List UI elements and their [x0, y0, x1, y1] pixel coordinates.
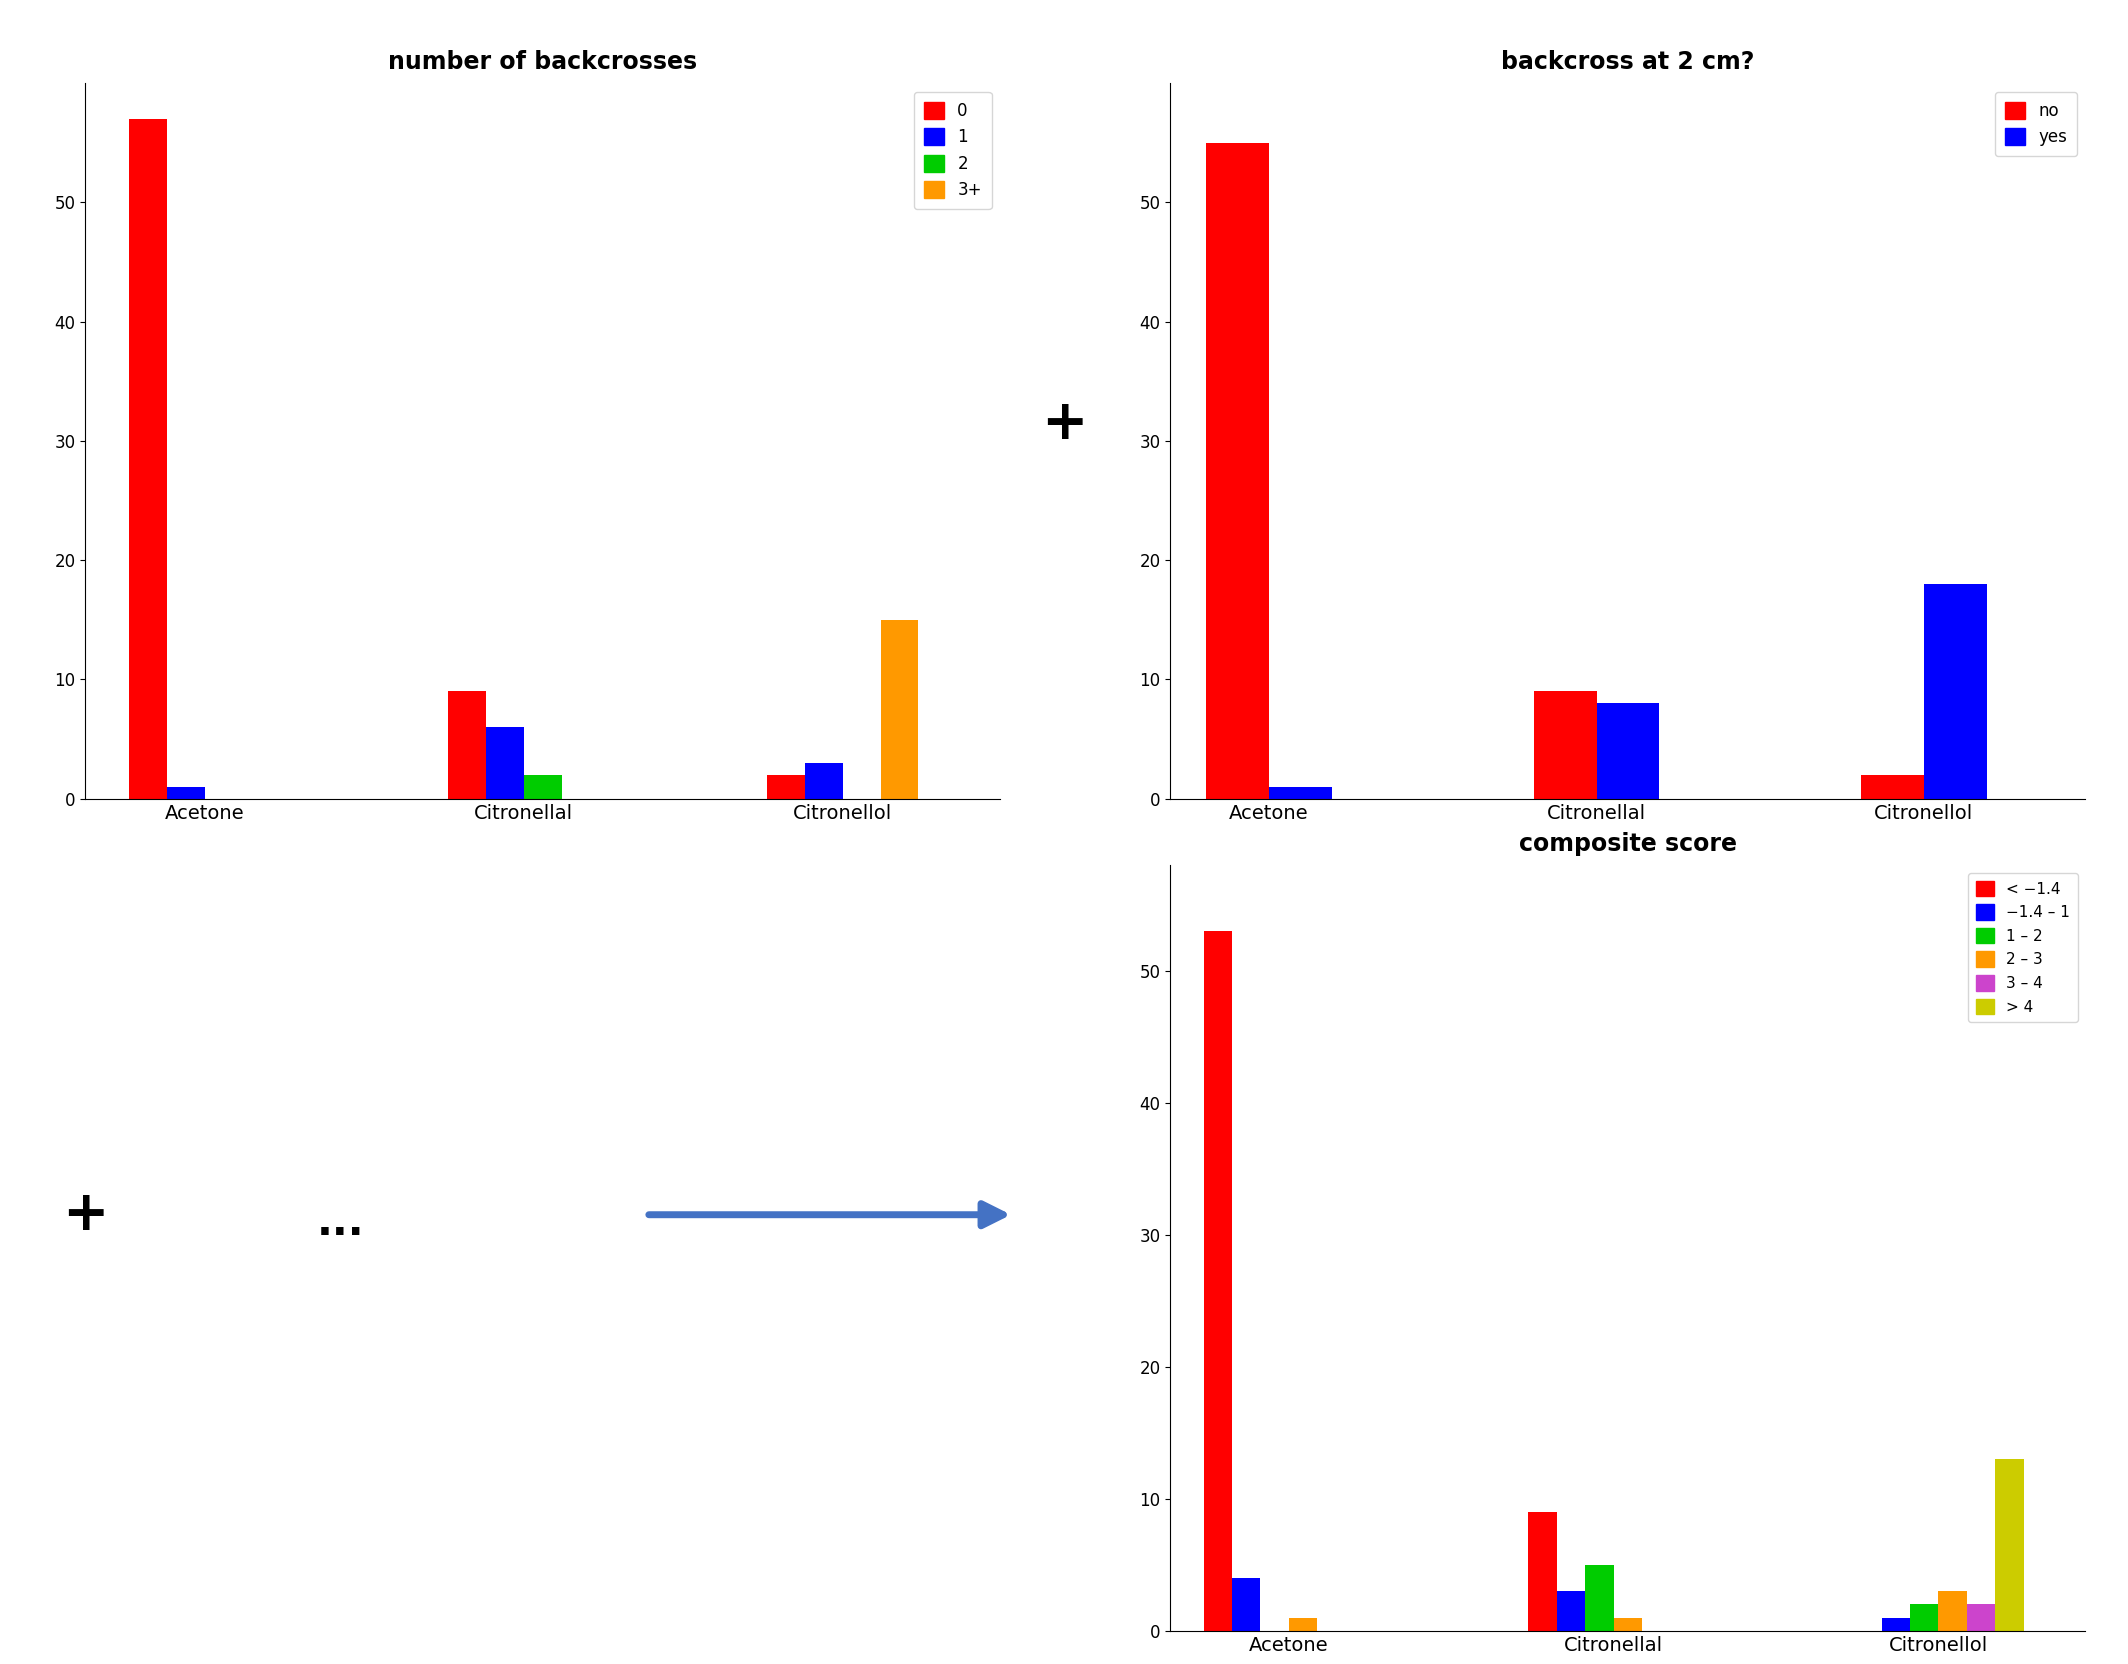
Bar: [1528, 1513, 1558, 1631]
Bar: [1924, 584, 1988, 799]
Bar: [1966, 1604, 1996, 1631]
Text: +: +: [62, 1188, 109, 1241]
Bar: [1596, 704, 1660, 799]
Bar: [1939, 1591, 1966, 1631]
Title: composite score: composite score: [1519, 832, 1736, 857]
Bar: [130, 120, 166, 799]
Bar: [1911, 1604, 1939, 1631]
Bar: [485, 727, 523, 799]
Legend: < −1.4, −1.4 – 1, 1 – 2, 2 – 3, 3 – 4, > 4: < −1.4, −1.4 – 1, 1 – 2, 2 – 3, 3 – 4, >…: [1968, 874, 2077, 1022]
Bar: [881, 621, 919, 799]
Bar: [449, 692, 485, 799]
Bar: [1290, 1617, 1317, 1631]
Bar: [1534, 692, 1596, 799]
Bar: [1207, 143, 1268, 799]
Bar: [804, 762, 843, 799]
Title: backcross at 2 cm?: backcross at 2 cm?: [1500, 50, 1756, 75]
Bar: [1558, 1591, 1585, 1631]
Bar: [768, 775, 804, 799]
Bar: [1862, 775, 1924, 799]
Bar: [1268, 787, 1332, 799]
Bar: [1585, 1564, 1613, 1631]
Bar: [1996, 1459, 2024, 1631]
Legend: no, yes: no, yes: [1994, 92, 2077, 156]
Text: +: +: [1041, 398, 1087, 451]
Bar: [1881, 1617, 1911, 1631]
Bar: [166, 787, 204, 799]
Bar: [1232, 1577, 1260, 1631]
Bar: [1613, 1617, 1643, 1631]
Bar: [523, 775, 562, 799]
Text: ...: ...: [317, 1201, 364, 1245]
Bar: [1204, 932, 1232, 1631]
Title: number of backcrosses: number of backcrosses: [387, 50, 698, 75]
Legend: 0, 1, 2, 3+: 0, 1, 2, 3+: [915, 92, 992, 210]
